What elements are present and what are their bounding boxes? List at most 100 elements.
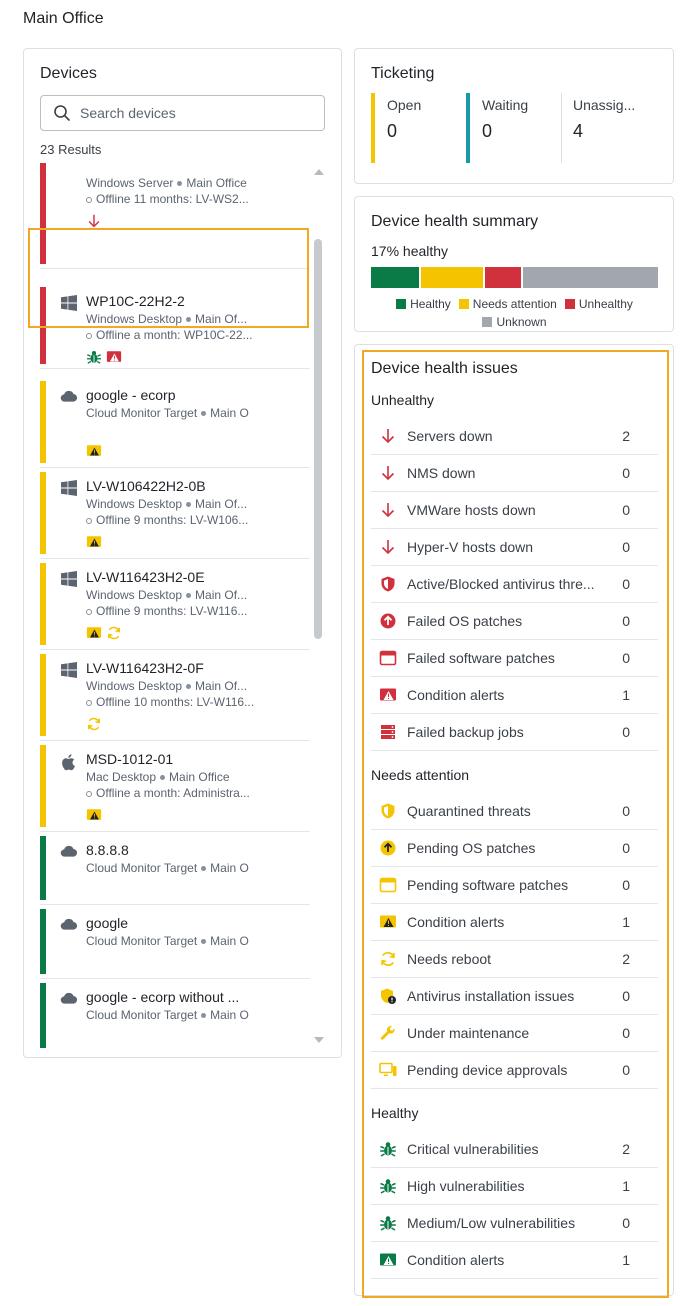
ticketing-card: Ticketing Open 0 Waiting 0 Unassig... 4 bbox=[354, 48, 674, 184]
device-badges bbox=[86, 716, 102, 732]
device-list-scrollbar[interactable] bbox=[314, 169, 324, 1049]
device-name[interactable]: 8.8.8.8 bbox=[86, 842, 129, 858]
separator-dot bbox=[201, 939, 207, 945]
issue-row[interactable]: Active/Blocked antivirus thre... 0 bbox=[371, 566, 658, 603]
legend-item: Needs attention bbox=[458, 297, 557, 311]
arrow-down-icon bbox=[86, 213, 102, 229]
search-box[interactable] bbox=[40, 95, 325, 131]
arrow-down-icon bbox=[379, 464, 397, 482]
device-name[interactable]: LV-W116423H2-0F bbox=[86, 660, 204, 676]
device-name[interactable]: MSD-1012-01 bbox=[86, 751, 174, 767]
legend-swatch bbox=[458, 299, 469, 309]
issue-count: 0 bbox=[622, 803, 630, 819]
health-bar-segment-needs-attention[interactable] bbox=[420, 267, 483, 288]
issue-row[interactable]: Condition alerts 1 bbox=[371, 904, 658, 941]
issue-count: 2 bbox=[622, 1141, 630, 1157]
ticket-unassigned-label: Unassig... bbox=[573, 97, 636, 113]
issue-row[interactable]: Pending software patches 0 bbox=[371, 867, 658, 904]
window-icon bbox=[379, 876, 397, 894]
ticket-waiting[interactable]: Waiting 0 bbox=[466, 93, 560, 163]
issue-row[interactable]: Critical vulnerabilities 2 bbox=[371, 1131, 658, 1168]
device-list: Windows Server Main Office Offline 11 mont… bbox=[40, 163, 330, 1049]
device-type-text: Cloud Monitor Target bbox=[86, 934, 198, 948]
device-status-text: Offline 9 months: LV-W116... bbox=[96, 604, 248, 618]
device-row[interactable]: google - ecorp without ... Cloud Monitor … bbox=[40, 979, 310, 1049]
issue-row[interactable]: NMS down 0 bbox=[371, 455, 658, 492]
offline-dot bbox=[86, 699, 92, 706]
search-icon bbox=[54, 105, 70, 121]
device-row[interactable]: google Cloud Monitor Target Main O bbox=[40, 905, 310, 979]
issue-row[interactable]: Condition alerts 1 bbox=[371, 1242, 658, 1279]
issue-row[interactable]: Medium/Low vulnerabilities 0 bbox=[371, 1205, 658, 1242]
offline-dot bbox=[86, 332, 92, 339]
device-status: Offline 11 months: LV-WS2... bbox=[86, 192, 249, 206]
issue-row[interactable]: Antivirus installation issues 0 bbox=[371, 978, 658, 1015]
health-bar bbox=[371, 267, 658, 288]
ticket-divider bbox=[561, 93, 562, 163]
separator-dot bbox=[177, 181, 183, 187]
device-name[interactable]: google bbox=[86, 915, 129, 931]
ticket-open[interactable]: Open 0 bbox=[371, 93, 465, 163]
legend-label: Unknown bbox=[496, 315, 547, 329]
issue-row[interactable]: Failed backup jobs 0 bbox=[371, 714, 658, 751]
device-row[interactable]: LV-W116423H2-0F Windows Desktop Main Of...… bbox=[40, 650, 310, 741]
page-title: Main Office bbox=[23, 10, 104, 27]
device-name[interactable]: google - ecorp without ... bbox=[86, 989, 240, 1005]
issue-count: 0 bbox=[622, 1215, 630, 1231]
condition-alert-icon bbox=[86, 534, 102, 550]
issue-row[interactable]: Servers down 2 bbox=[371, 418, 658, 455]
device-type: Mac Desktop Main Office bbox=[86, 770, 266, 784]
device-row[interactable]: 8.8.8.8 Cloud Monitor Target Main O bbox=[40, 832, 310, 905]
issue-row[interactable]: Pending device approvals 0 bbox=[371, 1052, 658, 1089]
wrench-icon bbox=[379, 1024, 397, 1042]
health-indicator-bar bbox=[40, 654, 46, 736]
device-row[interactable]: LV-W116423H2-0E Windows Desktop Main Of...… bbox=[40, 559, 310, 650]
device-row[interactable]: google - ecorp Cloud Monitor Target Main O bbox=[40, 377, 310, 468]
issue-row[interactable]: High vulnerabilities 1 bbox=[371, 1168, 658, 1205]
issue-row[interactable]: VMWare hosts down 0 bbox=[371, 492, 658, 529]
device-location: Main O bbox=[210, 934, 249, 948]
device-row[interactable]: Windows Server Main Office Offline 11 mont… bbox=[40, 163, 310, 269]
device-row[interactable]: WP10C-22H2-2 Windows Desktop Main Of... Off… bbox=[40, 283, 310, 369]
device-name[interactable]: WP10C-22H2-2 bbox=[86, 293, 185, 309]
device-location: Main Of... bbox=[195, 679, 248, 693]
issue-row[interactable]: Condition alerts 1 bbox=[371, 677, 658, 714]
issue-row[interactable]: Failed OS patches 0 bbox=[371, 603, 658, 640]
device-type-text: Cloud Monitor Target bbox=[86, 1008, 198, 1022]
scroll-thumb[interactable] bbox=[314, 239, 322, 639]
issue-row[interactable]: Hyper-V hosts down 0 bbox=[371, 529, 658, 566]
device-name[interactable]: LV-W116423H2-0E bbox=[86, 569, 205, 585]
device-location: Main Office bbox=[186, 176, 247, 190]
backup-icon bbox=[379, 723, 397, 741]
legend-label: Healthy bbox=[410, 297, 451, 311]
issue-row[interactable]: Quarantined threats 0 bbox=[371, 793, 658, 830]
scroll-up-arrow[interactable] bbox=[314, 169, 324, 175]
health-bar-segment-unhealthy[interactable] bbox=[484, 267, 522, 288]
issue-row[interactable]: Under maintenance 0 bbox=[371, 1015, 658, 1052]
issue-count: 0 bbox=[622, 650, 630, 666]
device-row[interactable]: MSD-1012-01 Mac Desktop Main Office Offline… bbox=[40, 741, 310, 832]
device-type: Windows Server Main Office bbox=[86, 176, 266, 190]
bug-icon bbox=[86, 349, 102, 365]
shield-icon bbox=[379, 575, 397, 593]
issue-count: 1 bbox=[622, 1178, 630, 1194]
issue-row[interactable]: Needs reboot 2 bbox=[371, 941, 658, 978]
device-type-text: Mac Desktop bbox=[86, 770, 157, 784]
scroll-down-arrow[interactable] bbox=[314, 1037, 324, 1043]
device-row[interactable]: LV-W106422H2-0B Windows Desktop Main Of...… bbox=[40, 468, 310, 559]
search-input[interactable] bbox=[80, 105, 320, 121]
issue-row[interactable]: Failed software patches 0 bbox=[371, 640, 658, 677]
device-type: Cloud Monitor Target Main O bbox=[86, 1008, 266, 1022]
section-title-healthy: Healthy bbox=[371, 1105, 419, 1121]
ticket-unassigned[interactable]: Unassig... 4 bbox=[561, 93, 661, 163]
device-name[interactable]: google - ecorp bbox=[86, 387, 176, 403]
arrow-up-circle-icon bbox=[379, 612, 397, 630]
health-bar-segment-unknown[interactable] bbox=[523, 267, 658, 288]
condition-alert-icon bbox=[379, 686, 397, 704]
legend-swatch bbox=[396, 299, 407, 309]
issue-row[interactable]: Pending OS patches 0 bbox=[371, 830, 658, 867]
device-badges bbox=[86, 443, 102, 459]
issue-count: 0 bbox=[622, 840, 630, 856]
health-bar-segment-healthy[interactable] bbox=[371, 267, 419, 288]
device-name[interactable]: LV-W106422H2-0B bbox=[86, 478, 206, 494]
